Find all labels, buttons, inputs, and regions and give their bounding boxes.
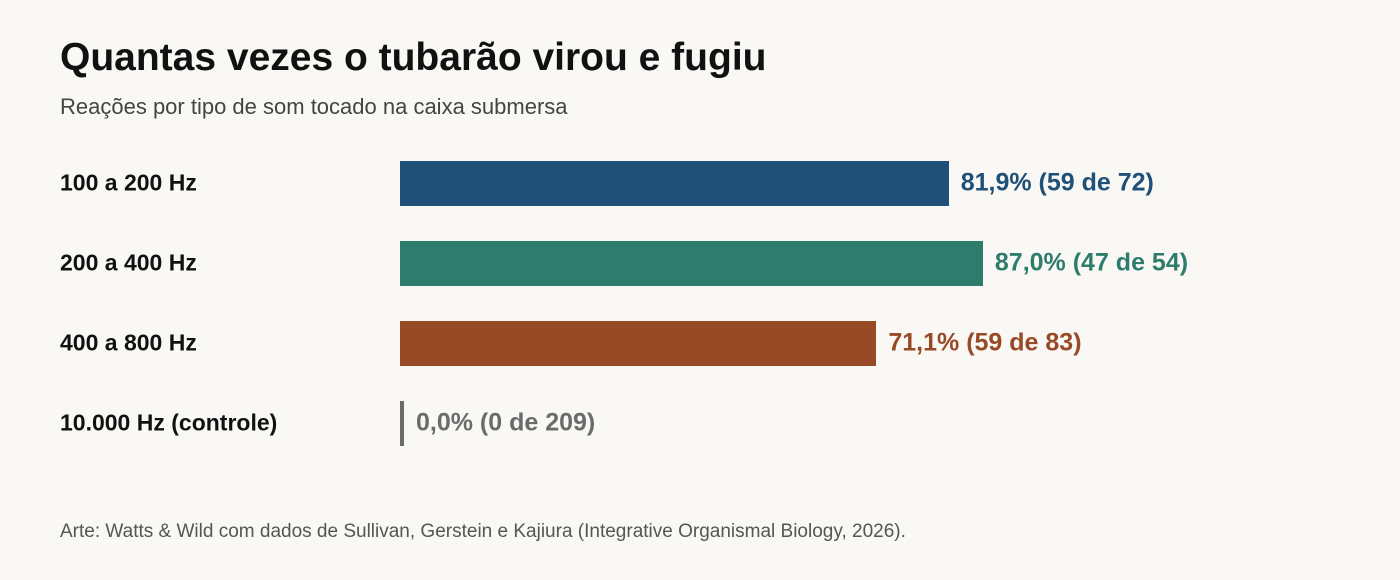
chart-title: Quantas vezes o tubarão virou e fugiu bbox=[60, 36, 767, 79]
bar bbox=[400, 320, 877, 366]
bar bbox=[400, 160, 949, 206]
category-label: 400 a 800 Hz bbox=[60, 329, 197, 356]
bar bbox=[400, 400, 404, 446]
source-note: Arte: Watts & Wild com dados de Sullivan… bbox=[60, 521, 906, 542]
category-label: 100 a 200 Hz bbox=[60, 169, 197, 196]
value-label: 87,0% (47 de 54) bbox=[994, 248, 1189, 277]
category-label: 200 a 400 Hz bbox=[60, 249, 197, 276]
value-label: 0,0% (0 de 209) bbox=[416, 408, 596, 437]
value-label: 71,1% (59 de 83) bbox=[888, 328, 1082, 357]
chart-subtitle: Reações por tipo de som tocado na caixa … bbox=[60, 94, 568, 119]
value-label: 81,9% (59 de 72) bbox=[960, 168, 1154, 197]
bar bbox=[400, 240, 983, 286]
category-label: 10.000 Hz (controle) bbox=[60, 409, 278, 436]
